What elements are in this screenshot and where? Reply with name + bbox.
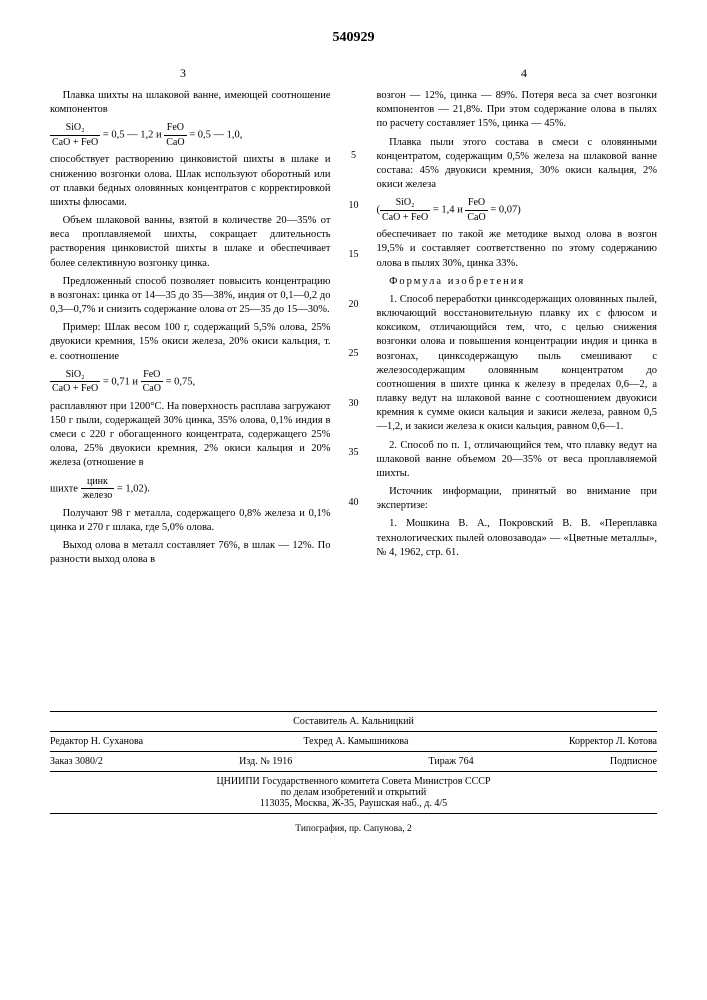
para: Плавка шихты на шлаковой ванне, имеющей … xyxy=(50,89,331,117)
source-item: 1. Мошкина В. А., Покровский В. В. «Пере… xyxy=(377,517,658,560)
formula-val: = 0,75, xyxy=(166,376,196,387)
line-num: 20 xyxy=(349,298,359,312)
footer-compiler: Составитель А. Кальницкий xyxy=(50,712,657,732)
line-num: 15 xyxy=(349,248,359,262)
two-column-body: Плавка шихты на шлаковой ванне, имеющей … xyxy=(50,89,657,571)
line-num: 25 xyxy=(349,347,359,361)
line-num: 35 xyxy=(349,446,359,460)
formula: SiO₂CaO + FeO = 0,5 — 1,2 и FeOCaO = 0,5… xyxy=(50,121,331,149)
footer-sub: Подписное xyxy=(610,756,657,767)
footer-org1: ЦНИИПИ Государственного комитета Совета … xyxy=(50,776,657,787)
formula: (SiO₂CaO + FeO = 1,4 и FeOCaO = 0,07) xyxy=(377,196,658,224)
frac-den: железо xyxy=(81,489,115,503)
formula: шихте цинкжелезо = 1,02). xyxy=(50,475,331,503)
line-num: 10 xyxy=(349,199,359,213)
page-left: 3 xyxy=(50,66,186,81)
para: способствует растворению цинковистой ших… xyxy=(50,153,331,210)
formula-val: = 0,71 и xyxy=(103,376,138,387)
claim: 2. Способ по п. 1, отличающийся тем, что… xyxy=(377,439,658,482)
column-left: Плавка шихты на шлаковой ванне, имеющей … xyxy=(50,89,331,571)
line-numbers: 5 10 15 20 25 30 35 40 xyxy=(347,89,361,571)
formula-pre: шихте xyxy=(50,483,78,494)
footer-typography: Типография, пр. Сапунова, 2 xyxy=(50,818,657,834)
para: Получают 98 г металла, содержащего 0,8% … xyxy=(50,507,331,535)
formula-val: = 1,4 и xyxy=(433,205,463,216)
footer-techred: Техред А. Камышникова xyxy=(303,736,408,747)
frac-num: SiO₂ xyxy=(380,196,430,211)
para: Пример: Шлак весом 100 г, содержащий 5,5… xyxy=(50,321,331,364)
line-num: 40 xyxy=(349,496,359,510)
footer-izd: Изд. № 1916 xyxy=(239,756,292,767)
formula-val: = 0,5 — 1,0, xyxy=(189,130,242,141)
page-right: 4 xyxy=(521,66,657,81)
footer-org2: по делам изобретений и открытий xyxy=(50,787,657,798)
frac-num: цинк xyxy=(81,475,115,490)
line-num: 30 xyxy=(349,397,359,411)
formula-val: = 1,02). xyxy=(117,483,150,494)
frac-num: FeO xyxy=(141,368,163,383)
frac-num: FeO xyxy=(164,121,186,136)
para: расплавляют при 1200°C. На поверхность р… xyxy=(50,400,331,471)
formula: SiO₂CaO + FeO = 0,71 и FeOCaO = 0,75, xyxy=(50,368,331,396)
footer-print-info: Заказ 3080/2 Изд. № 1916 Тираж 764 Подпи… xyxy=(50,752,657,772)
para: Предложенный способ позволяет повысить к… xyxy=(50,275,331,318)
footer-corrector: Корректор Л. Котова xyxy=(569,736,657,747)
frac-num: SiO₂ xyxy=(50,121,100,136)
frac-num: SiO₂ xyxy=(50,368,100,383)
footer-org: ЦНИИПИ Государственного комитета Совета … xyxy=(50,772,657,818)
section-title: Формула изобретения xyxy=(377,275,658,289)
footer-credits: Редактор Н. Суханова Техред А. Камышнико… xyxy=(50,732,657,752)
patent-number: 540929 xyxy=(50,30,657,46)
frac-den: CaO xyxy=(141,382,163,396)
page-numbers: 3 4 xyxy=(50,66,657,81)
frac-den: CaO + FeO xyxy=(380,211,430,225)
footer-editor: Редактор Н. Суханова xyxy=(50,736,143,747)
footer: Составитель А. Кальницкий Редактор Н. Су… xyxy=(50,711,657,834)
para: возгон — 12%, цинка — 89%. Потеря веса з… xyxy=(377,89,658,132)
frac-den: CaO xyxy=(164,136,186,150)
para: Объем шлаковой ванны, взятой в количеств… xyxy=(50,214,331,271)
line-num: 5 xyxy=(351,149,356,163)
footer-addr: 113035, Москва, Ж-35, Раушская наб., д. … xyxy=(50,798,657,814)
footer-tirage: Тираж 764 xyxy=(429,756,474,767)
frac-den: CaO xyxy=(465,211,487,225)
para: обеспечивает по такой же методике выход … xyxy=(377,228,658,271)
footer-order: Заказ 3080/2 xyxy=(50,756,103,767)
frac-den: CaO + FeO xyxy=(50,136,100,150)
frac-num: FeO xyxy=(465,196,487,211)
para: Плавка пыли этого состава в смеси с олов… xyxy=(377,136,658,193)
para: Выход олова в металл составляет 76%, в ш… xyxy=(50,539,331,567)
frac-den: CaO + FeO xyxy=(50,382,100,396)
formula-val: = 0,5 — 1,2 и xyxy=(103,130,162,141)
formula-val: = 0,07 xyxy=(490,205,517,216)
column-right: возгон — 12%, цинка — 89%. Потеря веса з… xyxy=(377,89,658,571)
source-title: Источник информации, принятый во внимани… xyxy=(377,485,658,513)
claim: 1. Способ переработки цинксодержащих оло… xyxy=(377,293,658,435)
